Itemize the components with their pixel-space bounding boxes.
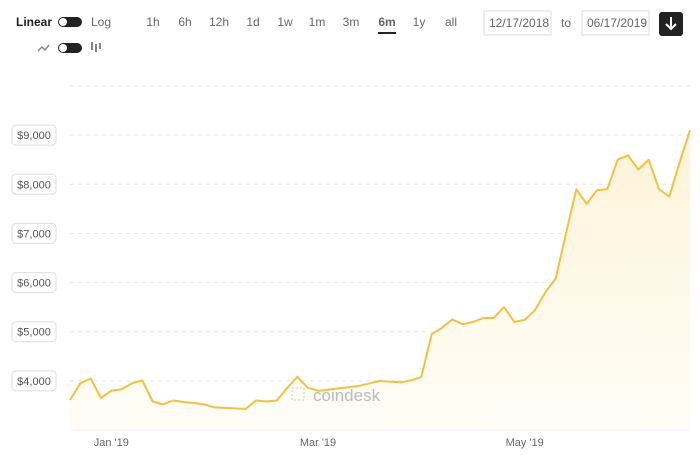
x-tick-label: Mar '19 xyxy=(300,437,336,449)
y-tick-box xyxy=(11,370,57,392)
y-tick-label: $5,000 xyxy=(17,327,51,339)
date-to-box[interactable] xyxy=(581,10,650,36)
range-button[interactable]: 1m xyxy=(309,15,326,29)
y-tick-label: $8,000 xyxy=(17,179,51,191)
range-button[interactable]: 3m xyxy=(343,15,360,29)
x-tick-label: May '19 xyxy=(506,437,544,449)
date-to-word: to xyxy=(561,16,571,30)
y-tick-box xyxy=(11,124,57,146)
y-tick-label: $7,000 xyxy=(17,228,51,240)
range-button[interactable]: 12h xyxy=(209,15,229,29)
scale-log[interactable]: Log xyxy=(91,15,111,29)
y-tick-box xyxy=(11,321,57,343)
range-button[interactable]: all xyxy=(445,15,457,29)
area-fill xyxy=(70,130,690,430)
line-icon[interactable] xyxy=(37,44,50,52)
controls: Linear Log 12/17/2018 to 06/17/2019 xyxy=(16,10,683,53)
watermark: coindesk xyxy=(313,386,381,405)
date-to[interactable]: 06/17/2019 xyxy=(587,16,647,30)
toggle-knob xyxy=(59,18,67,26)
toggle-knob xyxy=(59,44,67,52)
y-tick-label: $6,000 xyxy=(17,278,51,290)
range-button[interactable]: 1h xyxy=(146,15,159,29)
y-tick-label: $9,000 xyxy=(17,130,51,142)
candle-icon[interactable] xyxy=(91,42,101,52)
range-button[interactable]: 1w xyxy=(277,15,293,29)
y-tick-box xyxy=(11,222,57,244)
price-line xyxy=(69,129,691,410)
y-tick-box xyxy=(11,173,57,195)
range-button[interactable]: 1y xyxy=(413,15,426,29)
download-icon xyxy=(665,17,677,31)
y-tick-label: $4,000 xyxy=(17,376,51,388)
plot: $4,000 $5,000 $6,000 $7,000 $8,000 $9,000 Jan … xyxy=(11,124,691,449)
range-button[interactable]: 6h xyxy=(178,15,191,29)
date-from[interactable]: 12/17/2018 xyxy=(489,16,549,30)
range-button[interactable]: 1d xyxy=(246,15,259,29)
range-button[interactable]: 6m xyxy=(378,15,395,29)
scale-linear[interactable]: Linear xyxy=(16,15,52,29)
x-tick-label: Jan '19 xyxy=(94,437,129,449)
y-tick-box xyxy=(11,272,57,294)
date-from-box[interactable] xyxy=(483,10,552,36)
watermark-logo xyxy=(291,387,305,401)
